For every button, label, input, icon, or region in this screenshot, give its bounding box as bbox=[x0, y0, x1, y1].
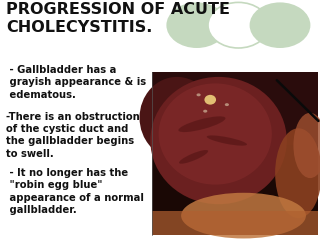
Text: - It no longer has the
 "robin egg blue"
 appearance of a normal
 gallbladder.: - It no longer has the "robin egg blue" … bbox=[6, 168, 144, 215]
Ellipse shape bbox=[159, 84, 272, 185]
Text: - Gallbladder has a
 grayish appearance & is
 edematous.: - Gallbladder has a grayish appearance &… bbox=[6, 65, 147, 100]
Ellipse shape bbox=[203, 110, 207, 113]
Circle shape bbox=[166, 2, 227, 48]
Ellipse shape bbox=[207, 135, 247, 146]
Ellipse shape bbox=[178, 116, 226, 132]
Circle shape bbox=[250, 2, 310, 48]
Ellipse shape bbox=[293, 113, 320, 178]
Text: -There is an obstruction
of the cystic duct and
the gallbladder begins
to swell.: -There is an obstruction of the cystic d… bbox=[6, 112, 140, 159]
Ellipse shape bbox=[140, 77, 214, 158]
Ellipse shape bbox=[196, 93, 201, 96]
Text: PROGRESSION OF ACUTE
CHOLECYSTITIS.: PROGRESSION OF ACUTE CHOLECYSTITIS. bbox=[6, 2, 230, 35]
Ellipse shape bbox=[204, 95, 216, 105]
Ellipse shape bbox=[179, 150, 208, 164]
Ellipse shape bbox=[225, 103, 229, 106]
Bar bbox=[152, 72, 318, 235]
Circle shape bbox=[208, 2, 269, 48]
Ellipse shape bbox=[150, 77, 287, 204]
Ellipse shape bbox=[275, 128, 320, 218]
Bar bbox=[152, 72, 318, 145]
Ellipse shape bbox=[181, 193, 306, 239]
Bar bbox=[152, 211, 318, 235]
